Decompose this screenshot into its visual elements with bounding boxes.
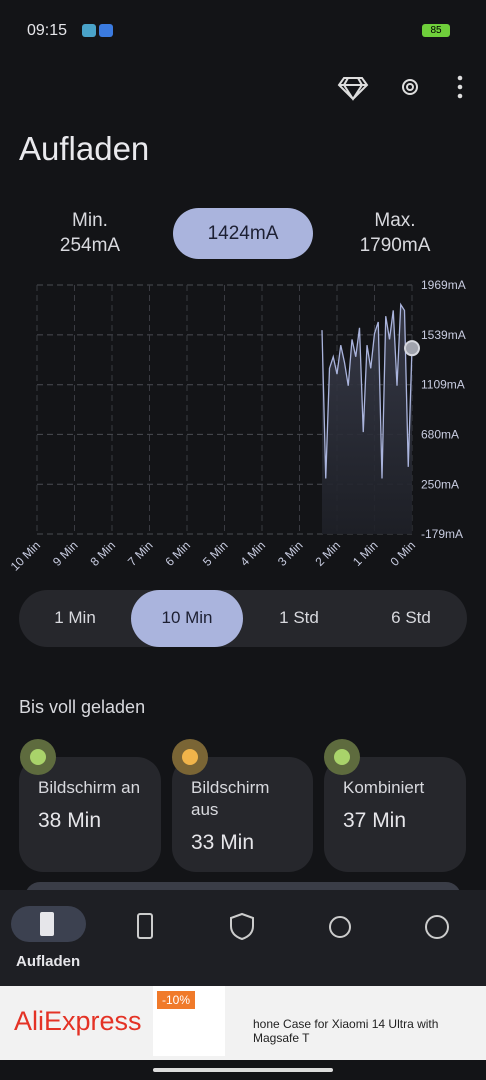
range-tab[interactable]: 10 Min [161, 608, 213, 627]
card-value: 33 Min [191, 831, 255, 854]
range-tab[interactable]: 6 Std [391, 608, 431, 627]
ad-text: hone Case for Xiaomi 14 Ultra with Magsa… [253, 1017, 439, 1045]
range-tabs [19, 590, 467, 647]
y-tick-label: 1969mA [421, 278, 466, 292]
estimate-card: Bildschirm an 38 Min [19, 757, 161, 872]
x-tick-label: 7 Min [125, 538, 156, 569]
x-tick-label: 10 Min [8, 538, 43, 573]
x-tick-label: 4 Min [237, 538, 268, 569]
status-time: 09:15 [27, 22, 68, 39]
x-tick-label: 3 Min [275, 538, 306, 569]
ad-discount: -10% [157, 991, 196, 1009]
settings-button[interactable] [402, 79, 418, 95]
card-value: 38 Min [38, 809, 102, 832]
nav-charge-icon[interactable] [40, 912, 54, 936]
estimate-card: Kombiniert 37 Min [324, 757, 466, 872]
chart: 1969mA 1539mA 1109mA 680mA 250mA -179mA 10 Min… [8, 278, 466, 574]
estimate-card: Bildschirm aus 33 Min [172, 757, 313, 872]
card-label: Bildschirm an [38, 778, 141, 797]
y-tick-label: 1109mA [421, 378, 465, 392]
combined-icon [324, 739, 360, 775]
x-tick-label: 2 Min [312, 538, 343, 569]
nav-alarm-icon[interactable] [329, 916, 351, 938]
menu-dot[interactable] [457, 75, 463, 81]
min-value: 254mA [59, 235, 121, 256]
toolbar-icons [337, 75, 463, 101]
nav-battery-icon[interactable] [137, 913, 153, 939]
section-title: Bis voll geladen [19, 697, 146, 717]
y-tick-label: 250mA [421, 477, 459, 491]
min-label: Min. [72, 210, 108, 231]
x-tick-label: 1 Min [350, 538, 381, 569]
notif-icon [82, 24, 96, 37]
line [321, 302, 413, 479]
nav-active-label: Aufladen [16, 953, 81, 970]
page-title: Aufladen [19, 130, 150, 167]
card-value: 37 Min [343, 809, 407, 832]
notif-icon [99, 24, 113, 37]
current-value: 1424mA [173, 208, 313, 259]
menu-dot[interactable] [457, 93, 463, 99]
sun-icon [20, 739, 56, 775]
y-tick-label: 1539mA [421, 328, 466, 342]
area [322, 304, 412, 534]
x-tick-label: 9 Min [50, 538, 81, 569]
max-label: Max. [374, 210, 416, 231]
settings-button-inner [406, 83, 414, 91]
y-tick-label: 680mA [421, 427, 459, 441]
max-value: 1790mA [359, 235, 431, 256]
nav-icons [40, 912, 449, 941]
card-label: Kombiniert [343, 778, 425, 797]
battery-level: 85 [422, 24, 450, 37]
x-tick-label: 6 Min [162, 538, 193, 569]
ad-banner[interactable] [0, 986, 486, 1060]
x-tick-label: 8 Min [87, 538, 118, 569]
x-tick-label: 0 Min [387, 538, 418, 569]
y-tick-label: -179mA [421, 527, 463, 541]
range-tab-selected [131, 590, 243, 647]
menu-dot[interactable] [457, 84, 463, 90]
nav-shield-icon[interactable] [230, 912, 254, 941]
gesture-bar [153, 1068, 333, 1072]
premium-button[interactable] [337, 77, 369, 101]
card-label: Bildschirm aus [191, 778, 270, 819]
nav-history-icon[interactable] [425, 915, 449, 939]
range-tab[interactable]: 1 Min [54, 608, 96, 627]
x-tick-label: 5 Min [200, 538, 231, 569]
moon-icon [172, 739, 208, 775]
ad-brand: AliExpress [14, 1006, 142, 1036]
range-tab[interactable]: 1 Std [279, 608, 319, 627]
current-point [404, 340, 420, 357]
